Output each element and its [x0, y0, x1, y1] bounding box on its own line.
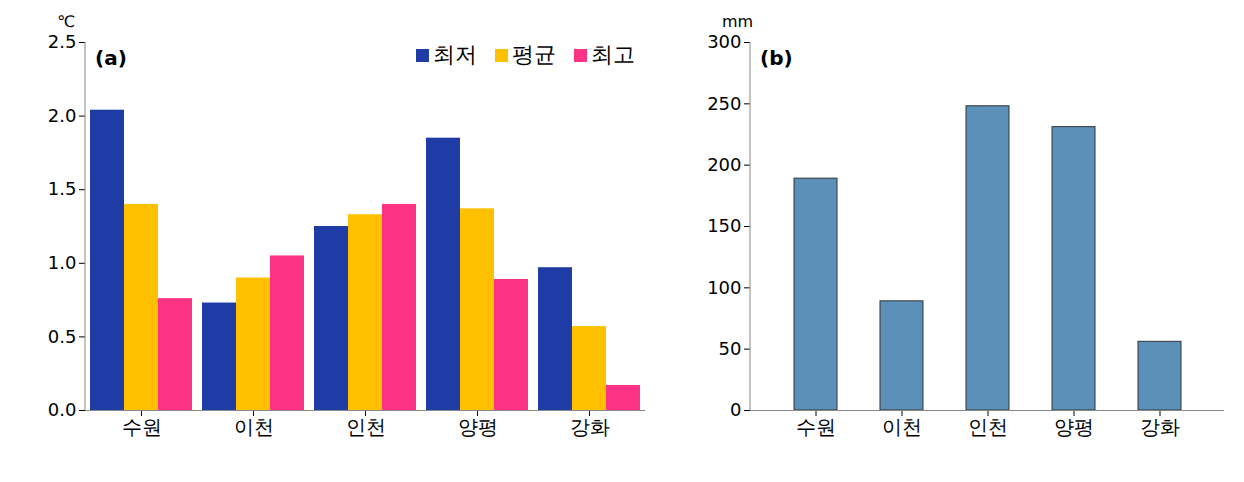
- html-text:(b): (b): [760, 46, 793, 70]
- svg-text:양평: 양평: [1054, 415, 1094, 439]
- svg-text:강화: 강화: [1140, 415, 1180, 439]
- html-text:mm: mm: [722, 12, 754, 31]
- svg-text:인천: 인천: [968, 415, 1008, 439]
- svg-text:인천: 인천: [346, 415, 386, 439]
- svg-text:양평: 양평: [458, 415, 498, 439]
- svg-text:2.0: 2.0: [48, 105, 77, 126]
- svg-text:100: 100: [707, 277, 741, 298]
- svg-text:1.5: 1.5: [48, 178, 77, 199]
- svg-text:250: 250: [707, 93, 741, 114]
- svg-text:1.0: 1.0: [48, 252, 77, 273]
- svg-text:0.0: 0.0: [48, 399, 77, 420]
- svg-text:이천: 이천: [882, 415, 922, 439]
- svg-text:강화: 강화: [570, 415, 610, 439]
- svg-text:50: 50: [719, 338, 742, 359]
- svg-text:수원: 수원: [122, 415, 162, 439]
- svg-text:수원: 수원: [796, 415, 836, 439]
- svg-text:0.5: 0.5: [48, 326, 77, 347]
- html-text:최고: 최고: [591, 42, 635, 67]
- html-text:(a): (a): [95, 46, 127, 70]
- svg-text:200: 200: [707, 154, 741, 175]
- html-text:평균: 평균: [512, 42, 556, 67]
- html-text:최저: 최저: [433, 42, 477, 67]
- svg-text:2.5: 2.5: [48, 31, 77, 52]
- svg-text:150: 150: [707, 215, 741, 236]
- svg-text:300: 300: [707, 31, 741, 52]
- svg-text:0: 0: [730, 399, 741, 420]
- svg-text:이천: 이천: [234, 415, 274, 439]
